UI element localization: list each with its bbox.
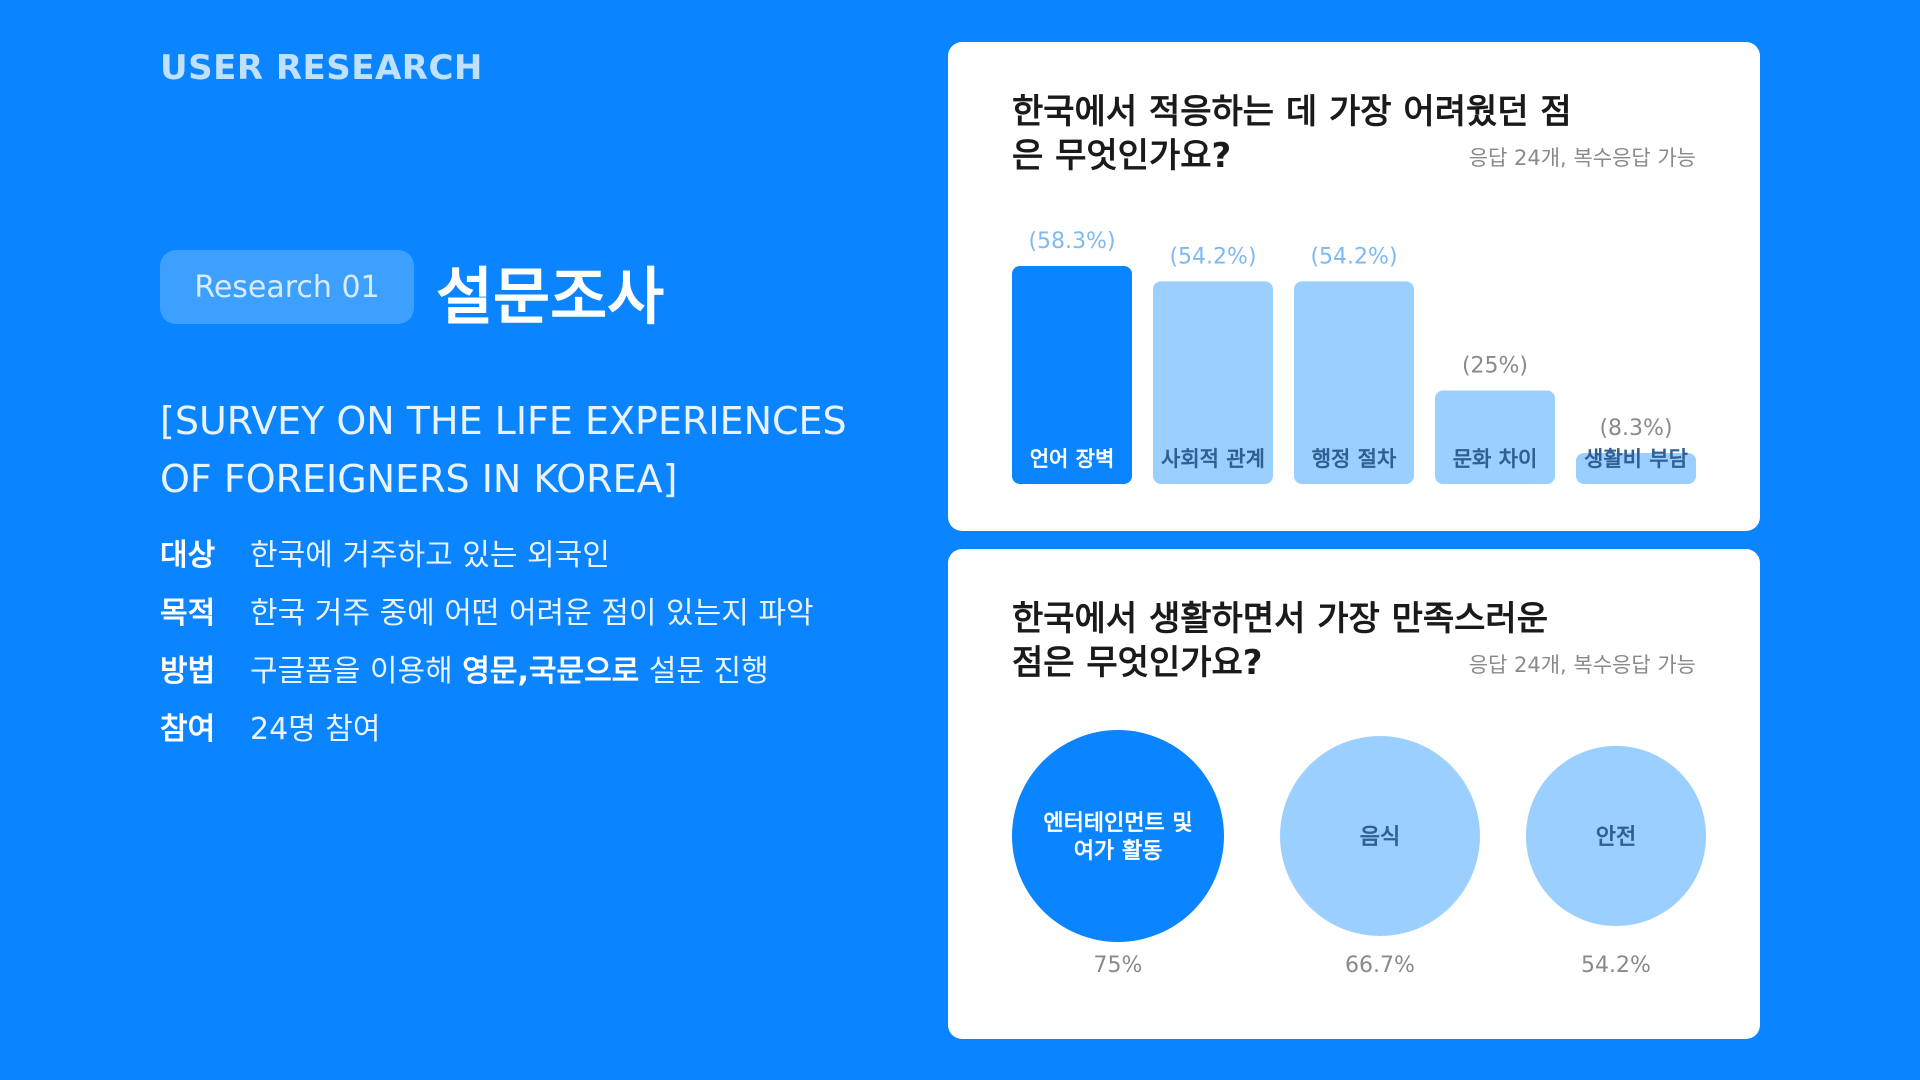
info-label-method: 방법	[160, 654, 216, 689]
bubble-value-3: 54.2%	[1581, 953, 1651, 978]
bar-value-label-4: (25%)	[1462, 354, 1528, 379]
info-label-purpose: 목적	[160, 596, 216, 631]
bar-value-label-2: (54.2%)	[1169, 244, 1256, 269]
satisfaction-question: 한국에서 생활하면서 가장 만족스러운 점은 무엇인가요?	[1012, 599, 1548, 683]
info-row-participation: 참여 24명 참여	[160, 704, 814, 762]
info-value-participation: 24명 참여	[250, 712, 381, 747]
bar-category-label-1: 언어 장벽	[1030, 447, 1115, 471]
bar-value-label-3: (54.2%)	[1310, 244, 1397, 269]
bubble-value-1: 75%	[1094, 953, 1143, 978]
method-text-post: 설문 진행	[639, 654, 769, 689]
research-badge: Research 01	[160, 250, 414, 324]
bubble-label-line: 음식	[1360, 825, 1400, 850]
bubble-1	[1012, 730, 1224, 942]
bubble-2	[1280, 736, 1480, 936]
bubble-label-line: 엔터테인먼트 및	[1043, 811, 1192, 836]
bar-5	[1576, 452, 1696, 484]
info-row-purpose: 목적 한국 거주 중에 어떤 어려운 점이 있는지 파악	[160, 588, 814, 646]
method-text-pre: 구글폼을 이용해	[250, 654, 463, 689]
survey-info: 대상 한국에 거주하고 있는 외국인 목적 한국 거주 중에 어떤 어려운 점이…	[160, 530, 814, 762]
bubble-label-2: 음식	[1360, 825, 1400, 850]
bubble-label-line: 여가 활동	[1074, 839, 1163, 864]
bar-value-label-5: (8.3%)	[1599, 416, 1672, 441]
bar-category-label-3: 행정 절차	[1312, 447, 1397, 471]
bar-1	[1012, 266, 1132, 484]
info-value-method: 구글폼을 이용해 영문,국문으로 설문 진행	[250, 646, 769, 690]
difficulty-bar-chart: (58.3%) 언어 장벽 (54.2%) 사회적 관계 (54.2%) 행정 절차 (25…	[1012, 229, 1696, 484]
bubble-label-line: 안전	[1596, 825, 1636, 850]
header-kicker: USER RESEARCH	[160, 48, 483, 88]
info-value-purpose: 한국 거주 중에 어떤 어려운 점이 있는지 파악	[250, 596, 814, 631]
info-row-target: 대상 한국에 거주하고 있는 외국인	[160, 530, 814, 588]
bubble-value-2: 66.7%	[1345, 953, 1415, 978]
satisfaction-note: 응답 24개, 복수응답 가능	[1468, 653, 1696, 677]
bar-4	[1435, 390, 1555, 484]
satisfaction-card: 한국에서 생활하면서 가장 만족스러운 점은 무엇인가요? 응답 24개, 복수…	[948, 549, 1760, 1039]
info-value-target: 한국에 거주하고 있는 외국인	[250, 538, 610, 573]
bar-category-label-2: 사회적 관계	[1161, 447, 1265, 471]
method-text-bold: 영문,국문으로	[462, 654, 640, 689]
bubble-label-3: 안전	[1596, 825, 1636, 850]
difficulty-note: 응답 24개, 복수응답 가능	[1468, 146, 1696, 170]
difficulty-card: 한국에서 적응하는 데 가장 어려웠던 점은 무엇인가요? 응답 24개, 복수…	[948, 42, 1760, 531]
info-row-method: 방법 구글폼을 이용해 영문,국문으로 설문 진행	[160, 646, 814, 704]
info-label-participation: 참여	[160, 712, 216, 747]
survey-subtitle: [SURVEY ON THE LIFE EXPERIENCES OF FOREI…	[160, 399, 847, 501]
difficulty-question: 한국에서 적응하는 데 가장 어려웠던 점은 무엇인가요?	[1012, 92, 1572, 176]
bar-category-label-4: 문화 차이	[1453, 447, 1538, 471]
bar-category-label-5: 생활비 부담	[1584, 447, 1688, 471]
section-title: 설문조사	[436, 260, 665, 333]
bar-value-label-1: (58.3%)	[1028, 229, 1115, 254]
bar-2	[1153, 281, 1273, 484]
bar-3	[1294, 281, 1414, 484]
bubble-3	[1525, 745, 1707, 927]
info-label-target: 대상	[160, 538, 216, 573]
